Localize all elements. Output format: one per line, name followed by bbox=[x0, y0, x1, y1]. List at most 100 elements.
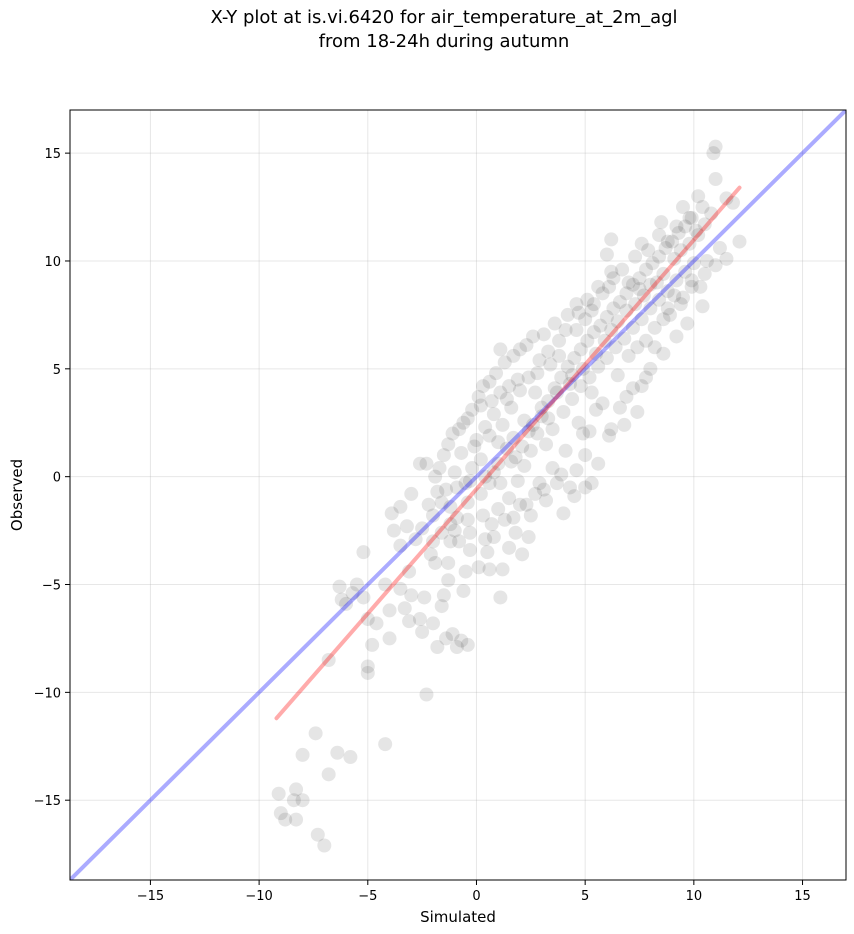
data-point bbox=[402, 564, 417, 579]
data-point bbox=[445, 426, 460, 441]
data-point bbox=[656, 346, 671, 361]
data-point bbox=[693, 279, 708, 294]
data-point bbox=[632, 271, 647, 286]
data-point bbox=[582, 424, 597, 439]
data-point bbox=[562, 376, 577, 391]
data-point bbox=[504, 454, 519, 469]
data-point bbox=[534, 409, 549, 424]
data-point bbox=[552, 348, 567, 363]
data-point bbox=[493, 342, 508, 357]
y-tick-label: 15 bbox=[44, 147, 61, 162]
data-point bbox=[589, 402, 604, 417]
data-point bbox=[495, 417, 510, 432]
data-point bbox=[556, 506, 571, 521]
data-point bbox=[330, 745, 345, 760]
data-point bbox=[430, 484, 445, 499]
data-point bbox=[669, 329, 684, 344]
data-point bbox=[478, 469, 493, 484]
data-point bbox=[667, 251, 682, 266]
y-axis-label: Observed bbox=[8, 459, 26, 531]
data-point bbox=[512, 383, 527, 398]
data-point bbox=[421, 497, 436, 512]
data-point bbox=[630, 404, 645, 419]
data-point bbox=[632, 282, 647, 297]
data-point bbox=[652, 249, 667, 264]
data-point bbox=[393, 581, 408, 596]
data-point bbox=[356, 590, 371, 605]
data-point bbox=[486, 465, 501, 480]
y-tick-label: 10 bbox=[44, 255, 61, 270]
one-to-one-line bbox=[70, 110, 846, 880]
data-point bbox=[491, 435, 506, 450]
data-point bbox=[497, 355, 512, 370]
data-point bbox=[523, 443, 538, 458]
data-point bbox=[497, 512, 512, 527]
data-point bbox=[289, 812, 304, 827]
data-point bbox=[502, 540, 517, 555]
data-point bbox=[399, 519, 414, 534]
data-point bbox=[660, 301, 675, 316]
data-point bbox=[512, 497, 527, 512]
data-point bbox=[578, 480, 593, 495]
data-point bbox=[554, 467, 569, 482]
data-point bbox=[643, 277, 658, 292]
data-point bbox=[571, 415, 586, 430]
data-point bbox=[273, 806, 288, 821]
data-point bbox=[271, 786, 286, 801]
data-point bbox=[530, 426, 545, 441]
data-point bbox=[660, 234, 675, 249]
data-point bbox=[515, 547, 530, 562]
data-point bbox=[475, 379, 490, 394]
data-point bbox=[454, 445, 469, 460]
data-point bbox=[556, 404, 571, 419]
x-tick-label: 10 bbox=[686, 889, 703, 904]
data-point bbox=[469, 433, 484, 447]
data-point bbox=[654, 215, 669, 230]
y-tick-label: 5 bbox=[53, 363, 61, 378]
data-point bbox=[578, 448, 593, 463]
data-point bbox=[517, 413, 532, 428]
data-point bbox=[719, 191, 734, 206]
data-point bbox=[434, 495, 449, 510]
data-point bbox=[462, 525, 477, 540]
data-point bbox=[512, 342, 527, 357]
data-point bbox=[426, 508, 441, 523]
data-point bbox=[575, 426, 590, 441]
data-point bbox=[426, 616, 441, 631]
data-point bbox=[678, 219, 693, 234]
data-point bbox=[634, 379, 649, 394]
data-point bbox=[719, 251, 734, 266]
data-point bbox=[634, 236, 649, 251]
data-point bbox=[339, 596, 354, 611]
data-point bbox=[595, 396, 610, 411]
data-point bbox=[441, 573, 456, 588]
data-point bbox=[480, 545, 495, 560]
data-point bbox=[625, 320, 640, 335]
data-point bbox=[473, 486, 488, 501]
x-tick-label: 0 bbox=[472, 889, 480, 904]
data-point bbox=[547, 381, 562, 396]
data-point bbox=[675, 290, 690, 305]
data-point bbox=[482, 562, 497, 577]
data-point bbox=[434, 599, 449, 614]
data-point bbox=[441, 555, 456, 570]
data-point bbox=[482, 374, 497, 389]
data-point bbox=[332, 579, 347, 594]
data-point bbox=[404, 486, 419, 501]
data-point bbox=[493, 590, 508, 605]
data-point bbox=[482, 428, 497, 443]
data-point bbox=[560, 359, 575, 374]
data-point bbox=[558, 443, 573, 458]
data-point bbox=[397, 601, 412, 616]
data-point bbox=[634, 312, 649, 327]
data-point bbox=[678, 264, 693, 279]
data-point bbox=[621, 275, 636, 290]
data-point bbox=[660, 284, 675, 299]
data-point bbox=[478, 532, 493, 547]
data-point bbox=[604, 264, 619, 279]
regression-line bbox=[274, 185, 742, 721]
data-point bbox=[365, 637, 380, 652]
data-point bbox=[667, 288, 682, 303]
data-point bbox=[499, 441, 514, 456]
data-point bbox=[478, 420, 493, 435]
